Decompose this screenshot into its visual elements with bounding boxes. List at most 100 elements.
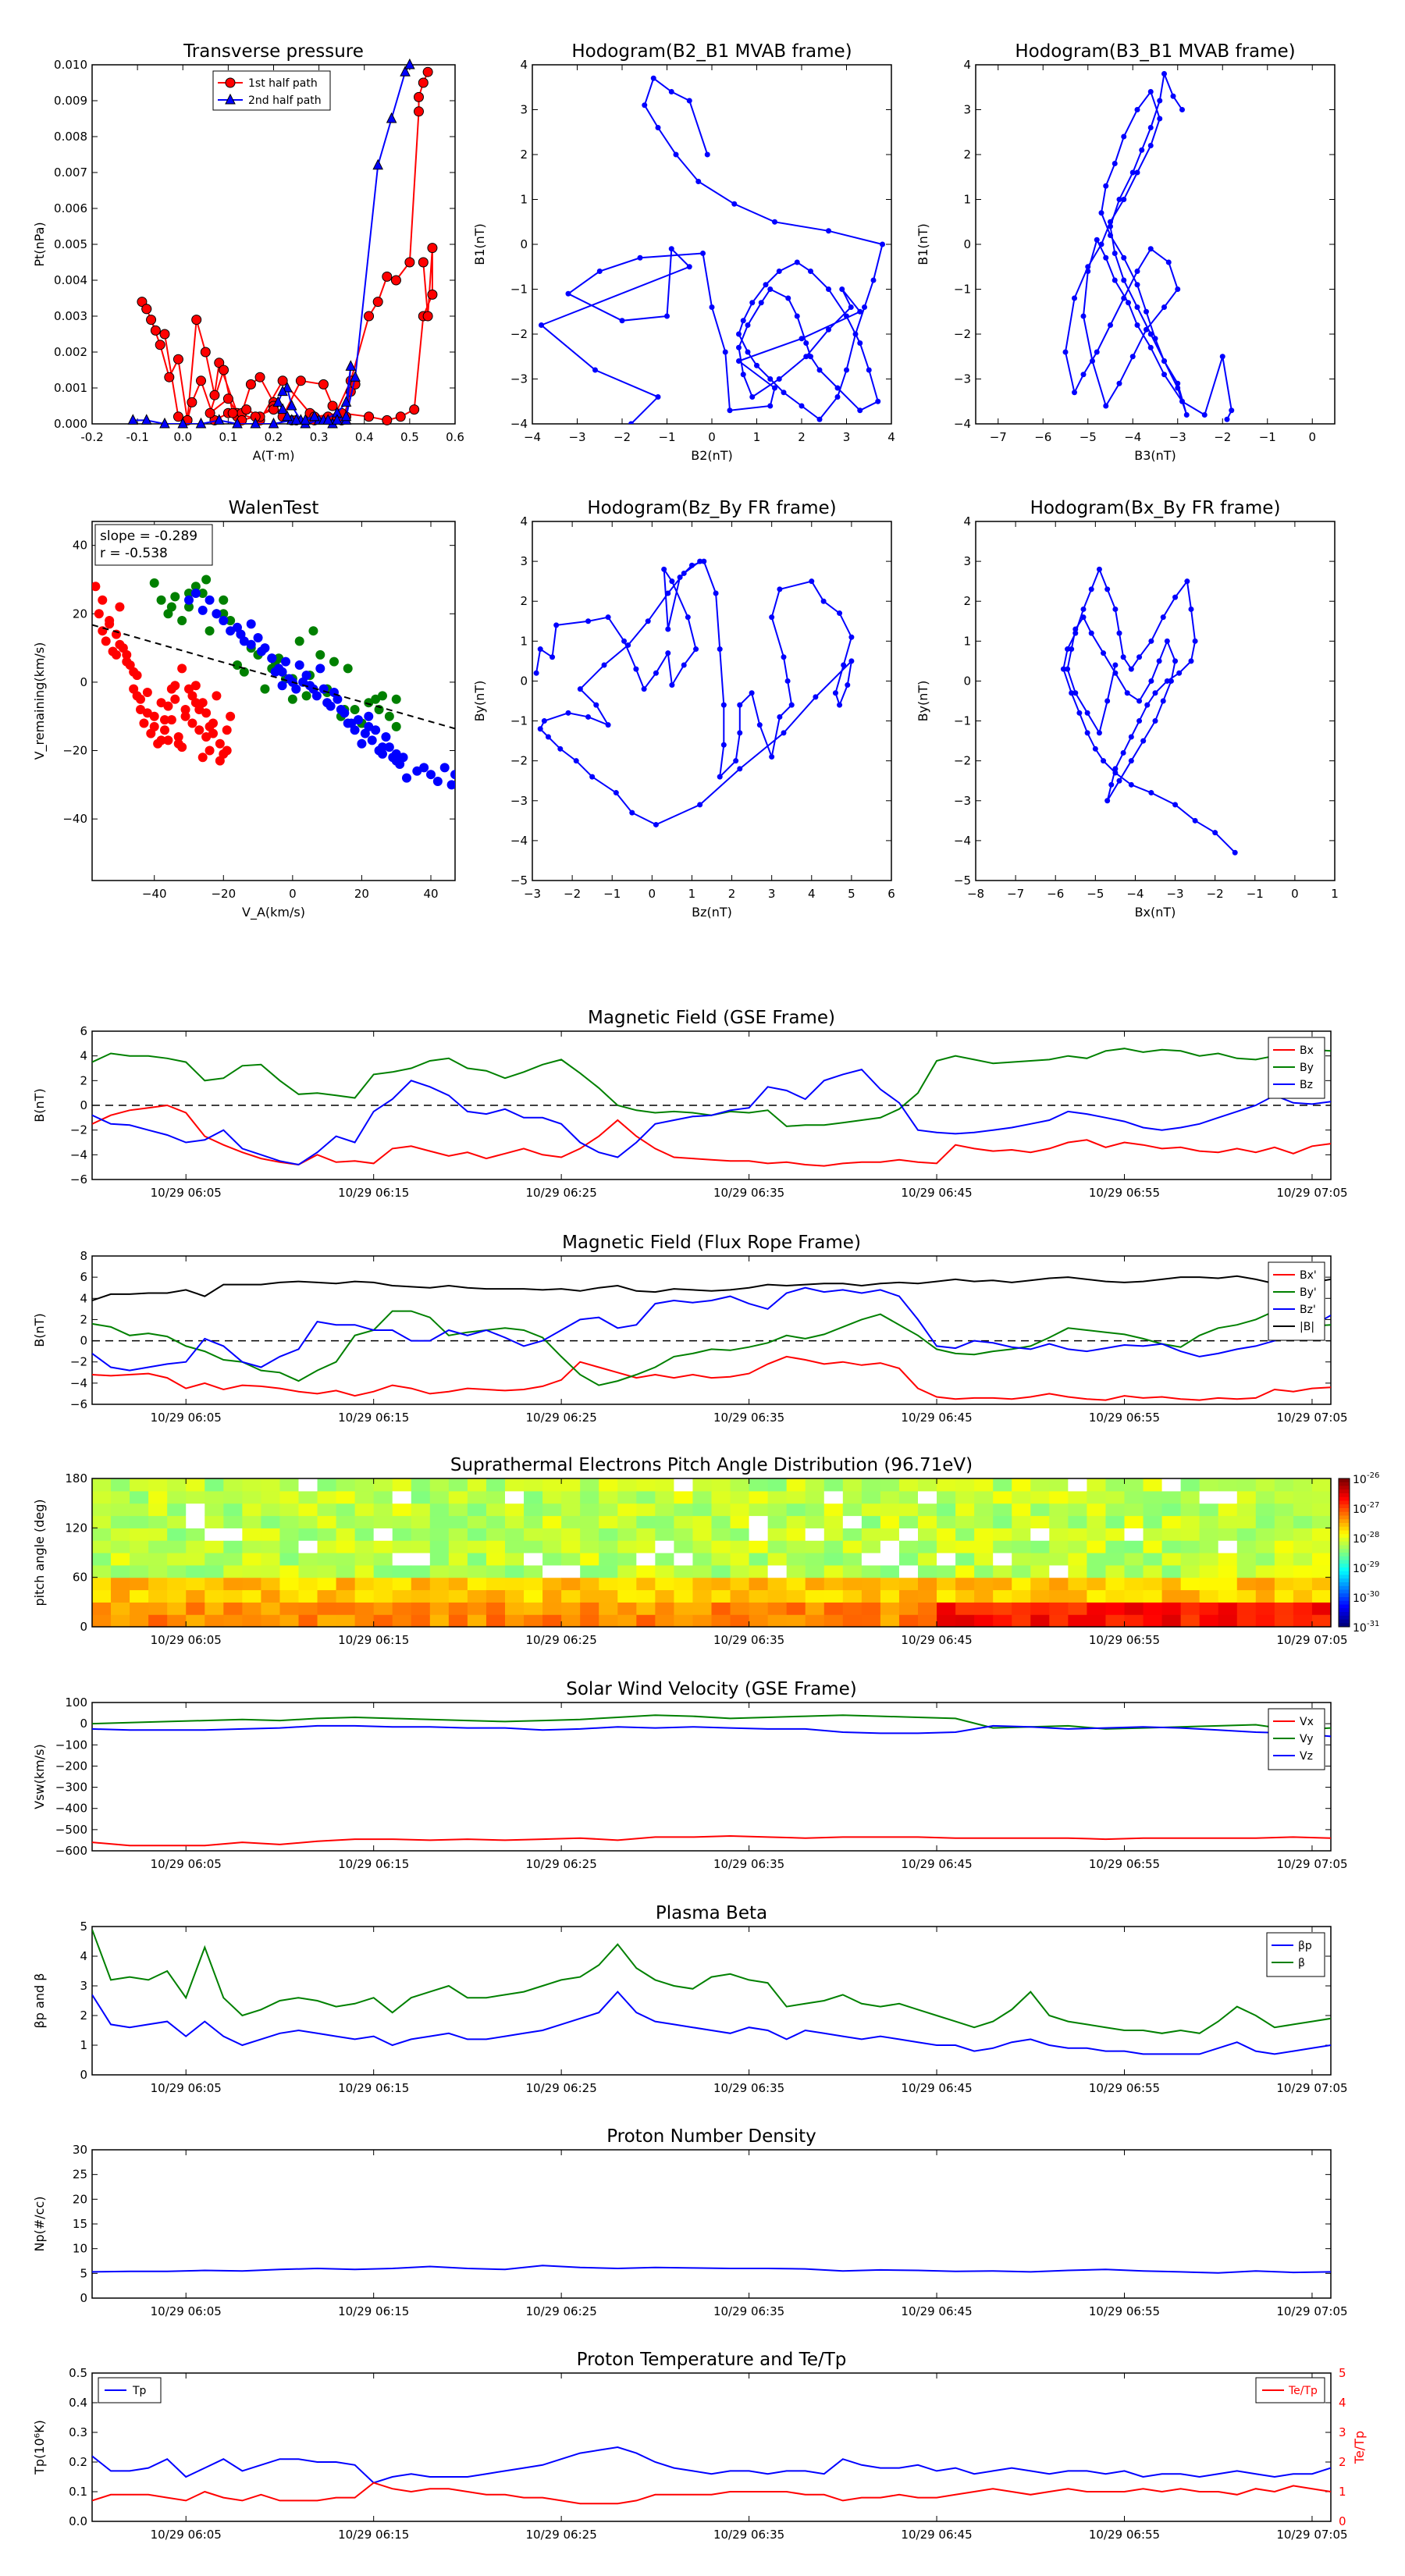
heatmap-cell xyxy=(1236,1515,1257,1528)
heatmap-cell xyxy=(561,1614,581,1628)
heatmap-cell xyxy=(524,1490,543,1504)
data-point xyxy=(127,414,139,425)
heatmap-cell xyxy=(580,1602,599,1615)
heatmap-cell xyxy=(542,1602,562,1615)
data-point xyxy=(155,340,165,350)
heatmap-cell xyxy=(861,1589,881,1603)
data-point xyxy=(794,313,800,319)
heatmap-cell xyxy=(429,1553,450,1566)
heatmap-cell xyxy=(1180,1503,1200,1517)
data-point xyxy=(1126,300,1131,306)
heatmap-cell xyxy=(786,1564,806,1578)
data-point xyxy=(384,742,394,753)
y-tick-label: −1 xyxy=(954,714,971,728)
heatmap-cell xyxy=(261,1553,281,1566)
heatmap-cell xyxy=(580,1553,599,1566)
heatmap-cell xyxy=(993,1515,1012,1528)
heatmap-cell xyxy=(505,1490,525,1504)
heatmap-cell xyxy=(1274,1589,1294,1603)
heatmap-cell xyxy=(898,1478,919,1492)
y-tick-label: 30 xyxy=(73,2143,87,2157)
heatmap-cell xyxy=(486,1528,506,1541)
data-point xyxy=(1112,770,1119,776)
heatmap-cell xyxy=(1293,1503,1313,1517)
heatmap-cell xyxy=(373,1478,393,1492)
heatmap-cell xyxy=(392,1577,412,1591)
heatmap-cell xyxy=(1218,1503,1238,1517)
data-point xyxy=(625,642,631,648)
x-tick-label: 10/29 06:25 xyxy=(526,1411,597,1425)
heatmap-cell xyxy=(524,1589,543,1603)
y-axis-label: Vsw(km/s) xyxy=(32,1744,47,1809)
heatmap-cell xyxy=(918,1540,937,1553)
heatmap-cell xyxy=(749,1540,769,1553)
data-point xyxy=(1103,403,1109,409)
colorbar-step xyxy=(1339,1530,1350,1535)
series-line-Bz' xyxy=(92,1286,1331,1372)
y-tick-label: −4 xyxy=(510,417,528,431)
data-point xyxy=(282,410,293,422)
y-tick-label: 0.003 xyxy=(54,309,87,323)
heatmap-cell xyxy=(1293,1577,1313,1591)
data-point xyxy=(195,417,207,429)
heatmap-cell xyxy=(467,1614,487,1628)
x-axis-label: B2(nT) xyxy=(691,448,733,463)
data-point xyxy=(386,112,397,123)
heatmap-cell xyxy=(561,1478,581,1492)
y-tick-label: −40 xyxy=(62,812,87,826)
heatmap-cell xyxy=(1087,1490,1107,1504)
data-point xyxy=(557,745,564,752)
data-point xyxy=(260,684,270,694)
data-point xyxy=(799,403,805,409)
y-tick-label: 0.006 xyxy=(54,201,87,215)
heatmap-cell xyxy=(805,1490,825,1504)
heatmap-cell xyxy=(467,1553,487,1566)
heatmap-cell xyxy=(336,1490,356,1504)
heatmap-cell xyxy=(1105,1540,1126,1553)
y-tick-label: −3 xyxy=(954,794,971,808)
heatmap-cell xyxy=(467,1602,487,1615)
heatmap-cell xyxy=(955,1564,975,1578)
heatmap-cell xyxy=(749,1589,769,1603)
data-point xyxy=(832,690,838,696)
data-point xyxy=(184,589,194,598)
x-tick-label: 10/29 07:05 xyxy=(1276,2081,1347,2095)
plot-frame xyxy=(91,2372,1332,2522)
heatmap-cell xyxy=(861,1602,881,1615)
data-point xyxy=(294,636,304,646)
data-point xyxy=(205,745,215,756)
data-point xyxy=(150,325,161,336)
heatmap-cell xyxy=(636,1589,656,1603)
data-point xyxy=(1129,354,1136,360)
y-tick-label: 3 xyxy=(520,554,528,568)
y-tick-label: 2 xyxy=(520,594,528,608)
heatmap-cell xyxy=(1161,1478,1182,1492)
x-tick-label: 10/29 06:55 xyxy=(1089,1633,1160,1647)
heatmap-cell xyxy=(1293,1515,1313,1528)
heatmap-cell xyxy=(617,1614,637,1628)
heatmap-cell xyxy=(561,1564,581,1578)
data-point xyxy=(777,586,783,592)
data-point xyxy=(1152,718,1158,724)
heatmap-cell xyxy=(279,1503,300,1517)
x-tick-label: −2 xyxy=(564,887,581,901)
heatmap-cell xyxy=(336,1577,356,1591)
heatmap-cell xyxy=(223,1490,243,1504)
x-tick-label: 10/29 06:45 xyxy=(901,2081,972,2095)
data-point xyxy=(585,713,592,720)
heatmap-cell xyxy=(1049,1490,1069,1504)
heatmap-cell xyxy=(223,1602,243,1615)
data-point xyxy=(208,728,218,738)
heatmap-cell xyxy=(242,1577,262,1591)
heatmap-cell xyxy=(617,1515,637,1528)
heatmap-cell xyxy=(974,1614,994,1628)
data-point xyxy=(1103,254,1109,261)
heatmap-cell xyxy=(148,1478,168,1492)
x-tick-label: −7 xyxy=(990,430,1007,444)
colorbar-step xyxy=(1339,1619,1350,1624)
heatmap-cell xyxy=(373,1602,393,1615)
heatmap-cell xyxy=(1124,1589,1144,1603)
x-tick-label: 10/29 06:15 xyxy=(338,2081,409,2095)
data-point xyxy=(1219,354,1225,360)
heatmap-cell xyxy=(674,1614,694,1628)
